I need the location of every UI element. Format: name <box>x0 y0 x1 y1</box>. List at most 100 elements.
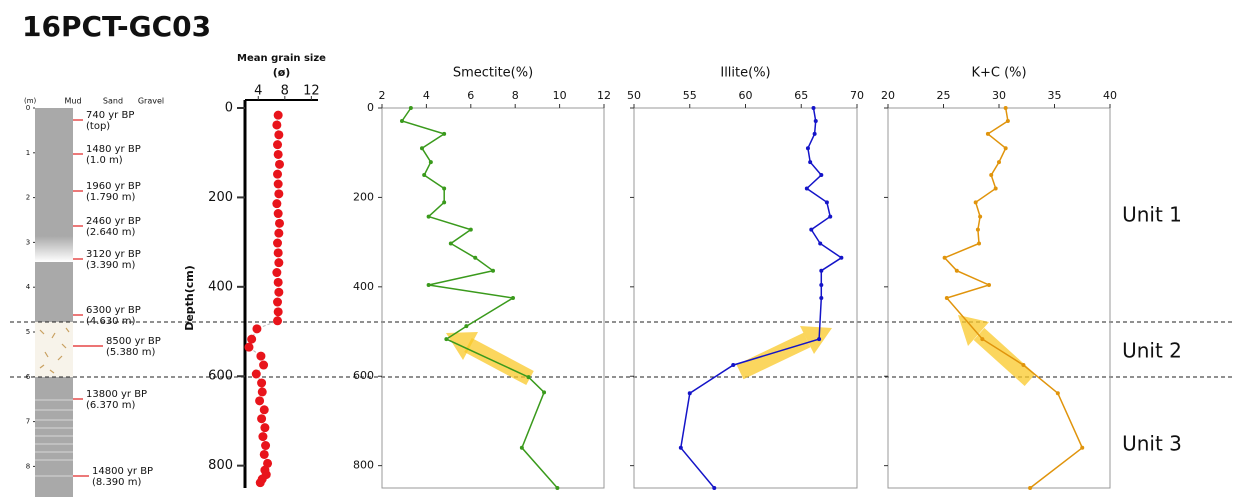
x-tick-label: 6 <box>467 89 474 102</box>
figure-title: 16PCT-GC03 <box>22 10 211 43</box>
core-depth-label: 4 <box>26 283 31 291</box>
trend-arrow-head <box>958 315 989 346</box>
x-tick-label: 12 <box>597 89 611 102</box>
data-point <box>257 387 267 397</box>
y-tick-label: 0 <box>367 101 374 114</box>
data-point <box>274 287 284 297</box>
data-point <box>442 131 447 136</box>
x-tick-label: 35 <box>1048 89 1062 102</box>
x-tick-label: 20 <box>881 89 895 102</box>
chart-title: Smectite(%) <box>453 66 533 81</box>
data-point <box>678 445 683 450</box>
data-point <box>942 255 947 260</box>
data-point <box>510 296 515 300</box>
core-unit: (m) <box>24 97 37 105</box>
data-point <box>426 214 431 219</box>
data-point <box>526 375 531 380</box>
x-tick-label: 70 <box>850 89 864 102</box>
data-point <box>812 131 817 136</box>
core-labels: (m) Mud Sand Gravel <box>24 97 164 106</box>
data-point <box>944 296 949 300</box>
data-point <box>985 131 990 136</box>
data-point <box>408 106 413 110</box>
data-point <box>275 159 285 169</box>
core-column: Mud <box>64 97 81 106</box>
y-tick-label: 200 <box>353 190 374 203</box>
age-label: 13800 yr BP <box>86 389 147 400</box>
trend-arrow <box>736 332 811 380</box>
data-point <box>273 179 283 189</box>
data-point <box>839 255 844 260</box>
data-point <box>817 337 822 342</box>
core-column: Sand <box>103 97 123 106</box>
y-axis-label: Depth(cm) <box>183 265 196 331</box>
data-point <box>274 228 284 238</box>
data-point <box>422 173 427 178</box>
y-tick-label: 400 <box>208 279 233 294</box>
data-point <box>811 106 816 110</box>
data-point <box>261 441 271 451</box>
age-depth: (8.390 m) <box>92 477 141 488</box>
plot-frame <box>887 107 1111 489</box>
chart-title: Illite(%) <box>720 66 770 81</box>
x-tick-label: 55 <box>683 89 697 102</box>
data-point <box>687 391 692 396</box>
age-label: 2460 yr BP <box>86 216 141 227</box>
x-axis-label: (ø) <box>273 66 291 79</box>
data-point <box>419 146 424 151</box>
age-depth: (top) <box>86 121 110 132</box>
age-label: 6300 yr BP <box>86 305 141 316</box>
data-point <box>993 186 998 191</box>
y-tick-label: 800 <box>208 458 233 473</box>
data-point <box>542 390 547 395</box>
data-point <box>273 307 283 317</box>
x-tick-label: 65 <box>794 89 808 102</box>
data-point <box>274 130 284 140</box>
data-point <box>824 200 829 205</box>
age-depth: (5.380 m) <box>106 347 155 358</box>
data-point <box>257 414 267 424</box>
data-point <box>274 258 284 268</box>
data-point <box>444 337 449 342</box>
data-point <box>819 283 824 288</box>
core-depth-label: 7 <box>26 418 30 426</box>
data-point <box>273 297 283 307</box>
data-point <box>813 118 818 123</box>
data-point <box>259 360 269 370</box>
data-point <box>805 146 810 151</box>
data-point <box>468 227 473 232</box>
data-point <box>252 324 262 334</box>
data-point <box>712 486 717 490</box>
plot-frame <box>381 107 605 489</box>
data-point <box>273 169 283 179</box>
core-grains <box>39 327 70 374</box>
core-body <box>35 108 73 497</box>
x-tick-label: 40 <box>1103 89 1117 102</box>
age-depth: (1.790 m) <box>86 192 135 203</box>
data-point <box>1028 486 1033 490</box>
data-line <box>943 107 1084 489</box>
data-point <box>808 160 813 165</box>
data-point <box>555 486 560 490</box>
data-point <box>989 173 994 178</box>
data-point <box>399 118 404 123</box>
data-point <box>273 140 283 150</box>
data-point <box>442 186 447 191</box>
age-label: 1480 yr BP <box>86 144 141 155</box>
x-tick-label: 25 <box>937 89 951 102</box>
data-point <box>273 209 283 219</box>
age-label: 740 yr BP <box>86 110 134 121</box>
data-point <box>273 248 283 258</box>
age-depth: (3.390 m) <box>86 260 135 271</box>
core-fade <box>35 236 73 262</box>
data-point <box>980 337 985 342</box>
data-point <box>977 241 982 246</box>
data-point <box>251 369 261 379</box>
data-point <box>819 173 824 178</box>
data-point <box>273 277 283 287</box>
data-line <box>400 107 558 489</box>
y-tick-label: 0 <box>225 101 233 116</box>
data-point <box>275 218 285 228</box>
data-point <box>255 396 265 406</box>
age-depth: (6.370 m) <box>86 400 135 411</box>
